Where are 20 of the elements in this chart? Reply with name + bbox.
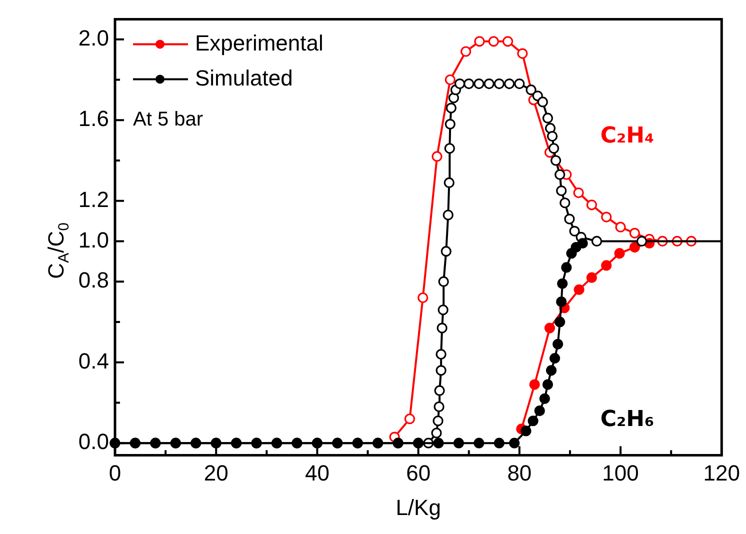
y-tick-label: 1.2 <box>78 186 109 212</box>
y-tick-label: 0.0 <box>78 429 109 454</box>
annotation: At 5 bar <box>133 108 204 131</box>
y-tick-label: 1.6 <box>78 106 109 132</box>
legend-label: Experimental <box>195 30 324 56</box>
y-tick-label: 1.0 <box>78 227 109 252</box>
y-tick-label: 0.4 <box>78 348 109 374</box>
x-tick-label: 60 <box>406 460 431 486</box>
x-axis-title: L/Kg <box>396 494 441 520</box>
x-tick-label: 0 <box>108 460 122 486</box>
x-tick-label: 100 <box>602 460 639 486</box>
annotation: C₂H₆ <box>600 407 654 432</box>
x-tick-label: 40 <box>304 460 330 486</box>
x-tick-label: 120 <box>703 460 740 486</box>
y-tick-label: 0.8 <box>78 268 109 293</box>
annotation: C₂H₄ <box>600 124 654 149</box>
y-tick-label: 2.0 <box>78 25 109 50</box>
x-tick-label: 80 <box>507 460 532 486</box>
legend-label: Simulated <box>195 65 293 90</box>
x-tick-label: 20 <box>204 460 228 486</box>
